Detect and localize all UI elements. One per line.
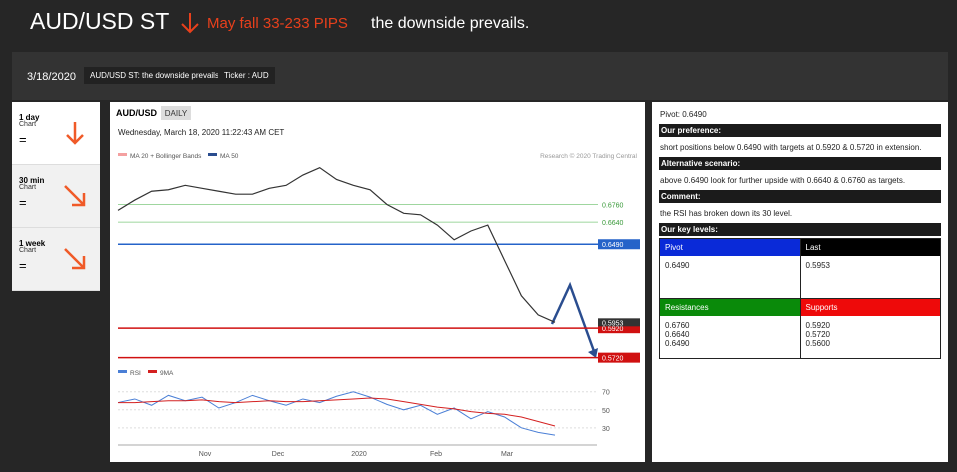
level-tag [598, 239, 640, 250]
target: May fall 33-233 PIPS [207, 15, 348, 32]
sign: = [19, 132, 27, 147]
period: 1 week [19, 239, 46, 248]
level-head: Supports [800, 299, 940, 316]
section-text: short positions below 0.6490 with target… [660, 143, 922, 152]
x-tick-label: Feb [430, 451, 442, 458]
level-value: 0.6490 [665, 339, 690, 348]
sidebar: Pivot: 0.6490 Our preference: short posit… [652, 102, 948, 462]
sign: = [19, 195, 27, 210]
section-text: above 0.6490 look for further upside wit… [660, 176, 906, 185]
x-tick-label: Dec [272, 451, 285, 458]
label: Chart [19, 121, 37, 128]
key-levels: Pivot 0.6490 Last 0.5953 Resistances 0.6760… [659, 238, 941, 359]
pivot: Pivot: 0.6490 [660, 110, 707, 119]
toolbar: 3/18/2020 AUD/USD ST: the downside preva… [12, 52, 948, 100]
rsi-line [117, 391, 556, 436]
label: Chart [19, 184, 37, 191]
period: 30 min [19, 176, 45, 185]
interval-button[interactable] [161, 106, 191, 120]
x-tick-label: 2020 [351, 451, 367, 458]
arrow-icon [64, 185, 86, 207]
level-value: 0.6490 [665, 261, 690, 270]
down-arrow-icon [181, 13, 199, 34]
symbol: AUD/USD [116, 108, 158, 118]
section: Our preference: short positions below 0.6… [652, 124, 948, 153]
projection-arrowhead [588, 348, 598, 358]
timeframes: 1 day Chart = 30 min Chart = 1 week Chart = [12, 102, 100, 292]
level-tag [598, 352, 640, 363]
legend-swatch [118, 370, 127, 373]
last-tag [598, 318, 640, 327]
rsi-ma-line [118, 397, 556, 427]
level-value: 0.5953 [805, 261, 830, 270]
projection-arrow [550, 281, 597, 355]
y-tick-label: 30 [602, 426, 610, 433]
level-label: 0.5720 [602, 356, 624, 363]
title: AUD/USD ST [30, 8, 170, 34]
level-label: 0.6760 [602, 202, 624, 209]
legend-swatch [208, 153, 217, 156]
section: Alternative scenario: above 0.6490 look f… [652, 157, 948, 186]
level-label: 0.6640 [602, 220, 624, 227]
level-values: 0.5953 [801, 256, 941, 298]
level-value: 0.6640 [665, 330, 690, 339]
legend-label: MA 20 + Bollinger Bands [130, 153, 202, 160]
level-values: 0.6760 0.6640 0.6490 [660, 316, 800, 358]
timestamp: Wednesday, March 18, 2020 11:22:43 AM CE… [118, 128, 284, 137]
price-line [117, 166, 556, 323]
arrow-icon [66, 122, 84, 145]
timeframe-tab[interactable]: 30 min Chart = [12, 165, 100, 228]
level-label: 0.5920 [602, 326, 624, 333]
x-tick-label: Mar [501, 451, 514, 458]
label: Chart [19, 247, 37, 254]
last-label: 0.5953 [602, 320, 624, 327]
credit: Research © 2020 Trading Central [540, 152, 637, 160]
level-head: Resistances [660, 299, 800, 316]
section-title: Our key levels: [659, 223, 941, 236]
y-tick-label: 70 [602, 390, 610, 397]
period: 1 day [19, 113, 40, 122]
section: Comment: the RSI has broken down its 30 l… [652, 190, 948, 219]
legend-label: RSI [130, 370, 141, 377]
legend-swatch [118, 153, 127, 156]
arrow-icon [64, 248, 86, 270]
level-values: 0.5920 0.5720 0.5600 [801, 316, 941, 358]
legend-label: MA 50 [220, 153, 239, 160]
level-head: Pivot [660, 239, 800, 256]
tag: AUD/USD ST: the downside prevails. [84, 67, 228, 84]
section-text: the RSI has broken down its 30 level. [660, 209, 793, 218]
section-title: Our preference: [659, 124, 941, 137]
y-tick-label: 50 [602, 408, 610, 415]
legend-swatch [148, 370, 157, 373]
level-head: Last [800, 239, 940, 256]
summary: the downside prevails. [371, 15, 530, 32]
level-value: 0.6760 [665, 321, 690, 330]
sign: = [19, 258, 27, 273]
section-title: Comment: [659, 190, 941, 203]
section-title: Alternative scenario: [659, 157, 941, 170]
level-value: 0.5720 [805, 330, 830, 339]
level-value: 0.5600 [805, 339, 830, 348]
tag: Ticker : AUD [218, 67, 275, 84]
legend-label: 9MA [160, 370, 174, 377]
level-value: 0.5920 [805, 321, 830, 330]
date: 3/18/2020 [27, 71, 76, 83]
timeframe-tab[interactable]: 1 week Chart = [12, 228, 100, 291]
level-values: 0.6490 [660, 256, 800, 298]
chart: AUD/USD DAILY Wednesday, March 18, 2020 … [110, 102, 645, 462]
level-label: 0.6490 [602, 242, 624, 249]
x-tick-label: Nov [199, 451, 212, 458]
interval: DAILY [165, 109, 188, 118]
timeframe-tab[interactable]: 1 day Chart = [12, 102, 100, 165]
level-tag [598, 323, 640, 334]
